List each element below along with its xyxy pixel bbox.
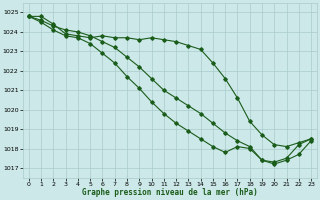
X-axis label: Graphe pression niveau de la mer (hPa): Graphe pression niveau de la mer (hPa) xyxy=(82,188,258,197)
